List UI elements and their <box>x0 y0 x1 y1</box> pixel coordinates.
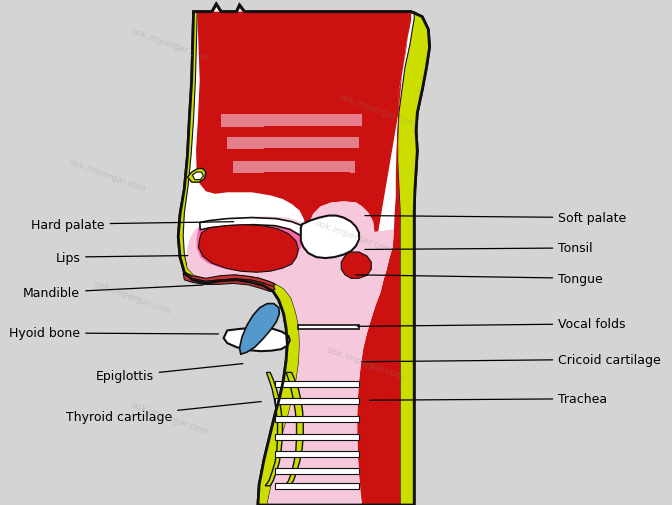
Polygon shape <box>178 13 300 505</box>
Polygon shape <box>186 202 394 505</box>
Text: Thyroid cartilage: Thyroid cartilage <box>66 402 261 423</box>
Polygon shape <box>275 416 359 422</box>
Polygon shape <box>183 274 275 292</box>
Polygon shape <box>196 13 411 247</box>
Polygon shape <box>275 451 359 458</box>
Polygon shape <box>183 273 275 288</box>
Text: ook.impergar.com: ook.impergar.com <box>129 26 209 63</box>
Text: Tonsil: Tonsil <box>365 242 593 255</box>
Polygon shape <box>275 483 359 489</box>
Polygon shape <box>275 434 359 440</box>
Text: Vocal folds: Vocal folds <box>358 318 626 331</box>
Text: Cricoid cartilage: Cricoid cartilage <box>362 353 661 366</box>
Polygon shape <box>301 216 359 259</box>
Text: ook.impergar.com: ook.impergar.com <box>337 92 417 128</box>
Text: ook.impergar.com: ook.impergar.com <box>129 400 209 436</box>
Text: Trachea: Trachea <box>370 392 607 406</box>
Polygon shape <box>192 173 204 180</box>
Polygon shape <box>298 326 359 329</box>
Text: ook.impergar.com: ook.impergar.com <box>313 218 393 255</box>
Text: ook.impergar.com: ook.impergar.com <box>93 279 172 315</box>
Polygon shape <box>197 219 302 272</box>
Polygon shape <box>275 468 359 474</box>
Text: Hard palate: Hard palate <box>31 218 234 231</box>
Text: Lips: Lips <box>55 251 187 264</box>
Polygon shape <box>239 304 280 355</box>
Text: Epiglottis: Epiglottis <box>95 364 243 383</box>
Polygon shape <box>187 169 206 183</box>
Polygon shape <box>233 162 355 174</box>
Polygon shape <box>265 373 282 486</box>
Polygon shape <box>200 218 308 241</box>
Polygon shape <box>198 225 298 273</box>
Polygon shape <box>221 115 362 127</box>
Text: Mandible: Mandible <box>24 285 203 299</box>
Polygon shape <box>398 13 429 505</box>
Text: Hyoid bone: Hyoid bone <box>9 327 218 340</box>
Text: ook.impergar.com: ook.impergar.com <box>68 158 148 194</box>
Polygon shape <box>341 252 372 279</box>
Polygon shape <box>224 328 290 351</box>
Text: Soft palate: Soft palate <box>365 212 626 225</box>
Text: ook.impergar.com: ook.impergar.com <box>325 344 405 381</box>
Polygon shape <box>264 149 362 159</box>
Polygon shape <box>178 5 429 505</box>
Polygon shape <box>285 373 303 486</box>
Polygon shape <box>264 173 350 183</box>
Polygon shape <box>198 13 411 505</box>
Polygon shape <box>275 398 359 405</box>
Polygon shape <box>275 381 359 387</box>
Polygon shape <box>264 126 374 136</box>
Polygon shape <box>227 138 359 150</box>
Text: Tongue: Tongue <box>355 272 603 285</box>
